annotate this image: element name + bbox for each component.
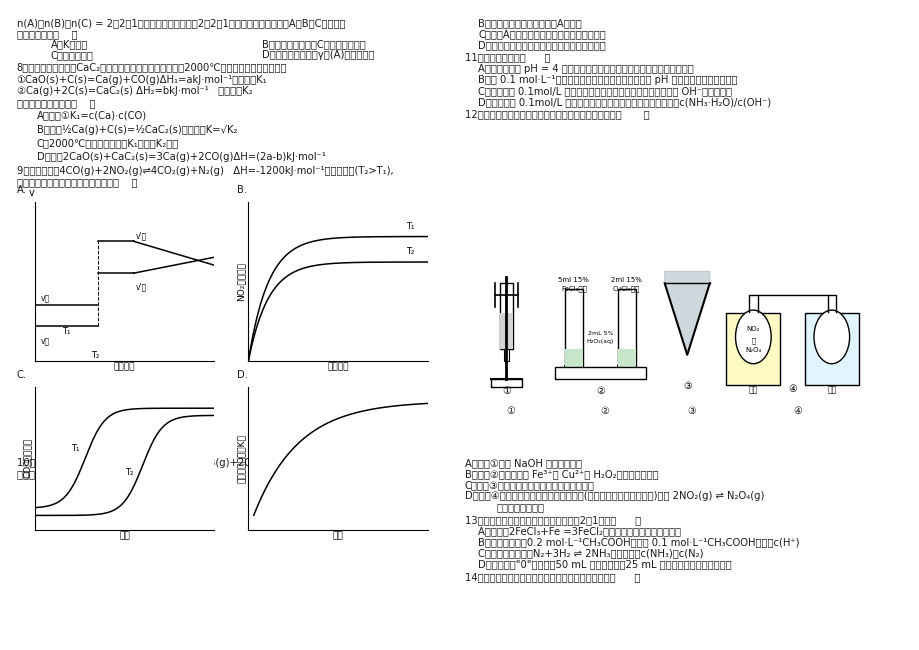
Text: D．若向容器中充入惰性气体，则平衡向左移动: D．若向容器中充入惰性气体，则平衡向左移动 <box>478 40 606 50</box>
Text: 当升高温度时气体的密度增大，则下列叙述中正确的是（    ）: 当升高温度时气体的密度增大，则下列叙述中正确的是（ ） <box>17 469 185 479</box>
Y-axis label: 化学平衡常数（K）: 化学平衡常数（K） <box>236 434 245 483</box>
Text: FeCl₃溶液: FeCl₃溶液 <box>561 285 586 292</box>
Y-axis label: v: v <box>28 188 34 198</box>
Text: 2ml 15%: 2ml 15% <box>610 278 641 283</box>
Text: v'正: v'正 <box>135 231 146 240</box>
Text: 5ml 15%: 5ml 15% <box>558 278 589 283</box>
Text: 热水: 热水 <box>748 385 757 394</box>
Text: C．平衡不移动: C．平衡不移动 <box>51 50 94 60</box>
Bar <box>564 349 582 367</box>
Text: 正反应是吸热反应: 正反应是吸热反应 <box>496 502 544 512</box>
Bar <box>617 289 635 367</box>
Text: T₂: T₂ <box>125 469 132 477</box>
Text: A．常温下，将 pH = 4 的醋酸溶液稀释后，溶液中所有离子的浓度均降低: A．常温下，将 pH = 4 的醋酸溶液稀释后，溶液中所有离子的浓度均降低 <box>478 64 694 73</box>
Text: ②Ca(g)+2C(s)=CaC₂(s) ΔH₂=bkJ·mol⁻¹   平衡常量K₂: ②Ca(g)+2C(s)=CaC₂(s) ΔH₂=bkJ·mol⁻¹ 平衡常量K… <box>17 86 252 96</box>
Text: D．达到新平衡后，γ正(A)比原平衡小: D．达到新平衡后，γ正(A)比原平衡小 <box>262 50 374 60</box>
Text: 其他条件相同时，下列图像正确的是（    ）: 其他条件相同时，下列图像正确的是（ ） <box>17 177 137 187</box>
Ellipse shape <box>813 310 849 364</box>
Text: ①CaO(s)+C(s)=Ca(g)+CO(g)ΔH₁=akJ·mol⁻¹平衡常量K₁: ①CaO(s)+C(s)=Ca(g)+CO(g)ΔH₁=akJ·mol⁻¹平衡常… <box>17 75 267 84</box>
Text: T₂: T₂ <box>90 350 98 359</box>
Bar <box>804 313 858 385</box>
Bar <box>500 313 512 349</box>
Text: B．相同温度下，0.2 mol·L⁻¹CH₃COOH溶液与 0.1 mol·L⁻¹CH₃COOH溶液中c(H⁺): B．相同温度下，0.2 mol·L⁻¹CH₃COOH溶液与 0.1 mol·L⁻… <box>478 537 799 547</box>
Y-axis label: NO₂的转化率: NO₂的转化率 <box>236 262 245 300</box>
Text: B.: B. <box>237 185 247 194</box>
X-axis label: 反应时间: 反应时间 <box>327 362 348 371</box>
Text: v逆: v逆 <box>40 338 50 347</box>
Text: 说法正确的是（    ）: 说法正确的是（ ） <box>17 29 77 39</box>
Text: ②: ② <box>596 387 604 396</box>
Text: 2mL 5%: 2mL 5% <box>587 331 612 335</box>
Text: A．反应①K₁=c(Ca)·c(CO): A．反应①K₁=c(Ca)·c(CO) <box>37 110 147 120</box>
Text: ①: ① <box>502 387 510 396</box>
Text: 8、电石（主要成分为CaC₂）是重要的基本化工原料。已知2000℃时，电石生产原理如下：: 8、电石（主要成分为CaC₂）是重要的基本化工原料。已知2000℃时，电石生产原… <box>17 62 287 72</box>
Bar <box>554 367 645 378</box>
Text: CuCl₂溶液: CuCl₂溶液 <box>612 285 640 292</box>
X-axis label: 压强: 压强 <box>119 531 130 540</box>
X-axis label: 温度: 温度 <box>333 531 343 540</box>
Text: B．实验②，用于比较 Fe³⁺和 Cu²⁺对 H₂O₂分解的催化效果: B．实验②，用于比较 Fe³⁺和 Cu²⁺对 H₂O₂分解的催化效果 <box>464 469 657 479</box>
Text: B．若正反应是放热反应，则A为气态: B．若正反应是放热反应，则A为气态 <box>478 18 582 28</box>
Text: B．反应½Ca(g)+C(s)=½CaC₂(s)平衡常数K=√K₂: B．反应½Ca(g)+C(s)=½CaC₂(s)平衡常数K=√K₂ <box>37 125 237 135</box>
Text: T₁: T₁ <box>406 222 414 231</box>
Text: 13、下列各项中的两个量，其比值一定为2：1的是（      ）: 13、下列各项中的两个量，其比值一定为2：1的是（ ） <box>464 515 640 525</box>
Text: C．2000℃时，增大压强，K₁减小、K₂增大: C．2000℃时，增大压强，K₁减小、K₂增大 <box>37 138 179 148</box>
Polygon shape <box>664 272 709 355</box>
Bar <box>725 313 779 385</box>
Text: D．液面均在"0"刻度时，50 mL 碱式滴定管和25 mL 碱式滴定管所盛溶液的体积: D．液面均在"0"刻度时，50 mL 碱式滴定管和25 mL 碱式滴定管所盛溶液… <box>478 559 732 569</box>
Text: D．用水稀释 0.1mol/L 氨水时，溶液中随着水量的增加而减小的是c(NH₃·H₂O)/c(OH⁻): D．用水稀释 0.1mol/L 氨水时，溶液中随着水量的增加而减小的是c(NH₃… <box>478 97 771 107</box>
X-axis label: 反应时间: 反应时间 <box>114 362 135 371</box>
Text: ①: ① <box>505 406 515 416</box>
Y-axis label: CO的体积分数: CO的体积分数 <box>23 438 32 478</box>
Text: C．在密闭容器中，N₂+3H₂ ⇌ 2NH₃已达平衡时c(NH₃)与c(N₂): C．在密闭容器中，N₂+3H₂ ⇌ 2NH₃已达平衡时c(NH₃)与c(N₂) <box>478 548 703 558</box>
Text: 以下说法不正确的是（    ）: 以下说法不正确的是（ ） <box>17 98 95 108</box>
Text: ③: ③ <box>682 380 691 391</box>
Text: v'逆: v'逆 <box>135 282 146 291</box>
Text: n(A)：n(B)：n(C) = 2：2：1，若保持温度不变，以2：2：1的物质的量之比再充入A、B、C，则下列: n(A)：n(B)：n(C) = 2：2：1，若保持温度不变，以2：2：1的物质… <box>17 18 345 28</box>
Text: ④: ④ <box>788 384 796 394</box>
Text: ④: ④ <box>792 406 801 416</box>
Text: D．实验④，根据两烧瓶中气体颜色的变化(热水中变深、冰水中变浅)判断 2NO₂(g) ⇌ N₂O₄(g): D．实验④，根据两烧瓶中气体颜色的变化(热水中变深、冰水中变浅)判断 2NO₂(… <box>464 491 763 501</box>
Text: ③: ③ <box>686 406 696 416</box>
Text: ②: ② <box>599 406 608 416</box>
Text: 9、对于反应：4CO(g)+2NO₂(g)⇌4CO₂(g)+N₂(g)   ΔH=-1200kJ·mol⁻¹，温度不同(T₂>T₁),: 9、对于反应：4CO(g)+2NO₂(g)⇌4CO₂(g)+N₂(g) ΔH=-… <box>17 166 392 176</box>
Text: NO₂: NO₂ <box>746 326 759 332</box>
Text: D.: D. <box>237 370 248 380</box>
Ellipse shape <box>735 310 770 364</box>
Text: A.: A. <box>17 185 27 194</box>
Text: D．反应2CaO(s)+CaC₂(s)=3Ca(g)+2CO(g)ΔH=(2a-b)kJ·mol⁻¹: D．反应2CaO(s)+CaC₂(s)=3Ca(g)+2CO(g)ΔH=(2a-… <box>37 152 325 162</box>
Text: 12、下列实验装置或操作设计正确、且能达到目的的是（       ）: 12、下列实验装置或操作设计正确、且能达到目的的是（ ） <box>464 109 649 119</box>
Text: B．向 0.1 mol·L⁻¹醋酸溶液中加入少量冰醋酸，溶液的 pH 减小，醋酸电离程度变大: B．向 0.1 mol·L⁻¹醋酸溶液中加入少量冰醋酸，溶液的 pH 减小，醋酸… <box>478 75 737 84</box>
Ellipse shape <box>617 362 635 371</box>
Text: T₁: T₁ <box>71 444 79 453</box>
Text: C.: C. <box>17 370 27 380</box>
Text: 14、水的电离平衡曲线如图所示，下列说法正确的是（      ）: 14、水的电离平衡曲线如图所示，下列说法正确的是（ ） <box>464 572 640 582</box>
Text: A．在反应2FeCl₃+Fe =3FeCl₂中还原产物与氧化产物的质量: A．在反应2FeCl₃+Fe =3FeCl₂中还原产物与氧化产物的质量 <box>478 526 681 536</box>
Text: H₂O₂(aq): H₂O₂(aq) <box>586 339 613 344</box>
Bar <box>618 349 635 367</box>
Text: A．升高温度，正反应速率增大，逆反应速率减小: A．升高温度，正反应速率增大，逆反应速率减小 <box>37 480 169 490</box>
Text: 和: 和 <box>751 338 754 344</box>
Text: T₁: T₁ <box>62 327 70 335</box>
Text: C．物质A一定为非气态，且正反应是吸热反应: C．物质A一定为非气态，且正反应是吸热反应 <box>478 29 606 39</box>
Text: C．用水稀释 0.1mol/L 氨水时，溶液中随着水量的增加而减小的是 OH⁻的物质的量: C．用水稀释 0.1mol/L 氨水时，溶液中随着水量的增加而减小的是 OH⁻的… <box>478 86 732 96</box>
Text: 10、在容积不变的密闭容器中，一定条件下发生反应：2A(?) ⇌ B(g)+2C(g)，且达到平衡。: 10、在容积不变的密闭容器中，一定条件下发生反应：2A(?) ⇌ B(g)+2C… <box>17 458 306 468</box>
Ellipse shape <box>564 362 583 371</box>
Text: N₂O₄: N₂O₄ <box>744 347 761 354</box>
Text: A．实验①，用 NaOH 溶液滴定盐酸: A．实验①，用 NaOH 溶液滴定盐酸 <box>464 458 581 468</box>
Text: B．达到新平衡后，C的体积分数增大: B．达到新平衡后，C的体积分数增大 <box>262 40 366 49</box>
Text: 11、说法正确的是（      ）: 11、说法正确的是（ ） <box>464 53 550 62</box>
Text: C．实验③，排去碱式滴定管中气泡的操作方法: C．实验③，排去碱式滴定管中气泡的操作方法 <box>464 480 594 490</box>
Text: T₂: T₂ <box>406 247 414 256</box>
Text: A．K值增大: A．K值增大 <box>51 40 88 49</box>
Bar <box>564 289 583 367</box>
Text: 冰水: 冰水 <box>826 385 835 394</box>
Text: v正: v正 <box>40 295 50 304</box>
Bar <box>500 283 512 349</box>
